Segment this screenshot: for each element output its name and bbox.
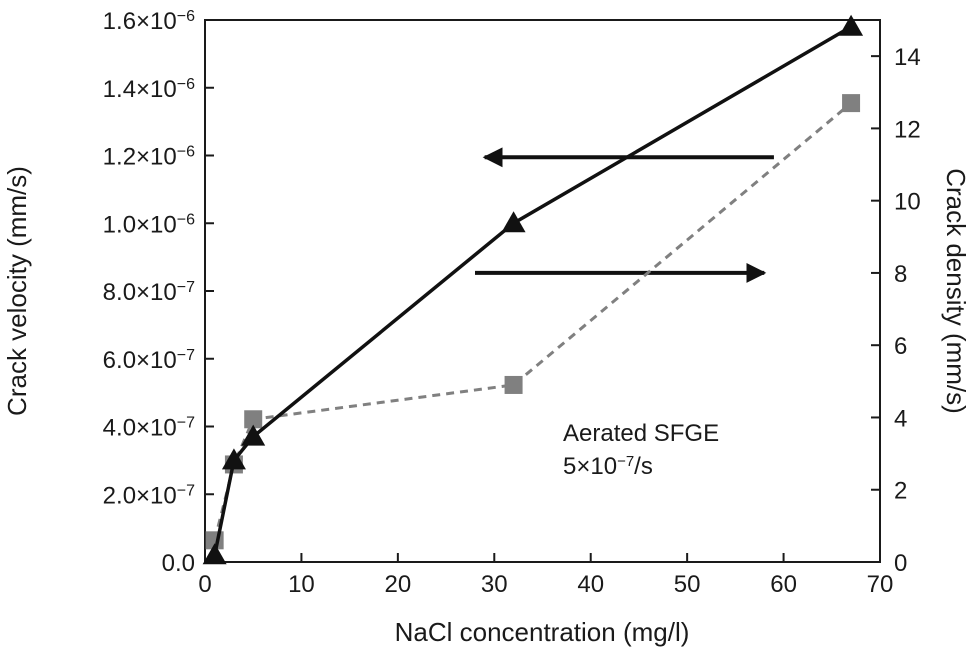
crack-density-point (244, 410, 263, 429)
left-tick-label: 1.4×10−6 (103, 75, 195, 103)
right-tick-label: 6 (894, 333, 907, 360)
right-tick-label: 14 (894, 44, 921, 71)
annotation-rate-exponent: −7 (617, 453, 634, 470)
crack-density-point (504, 375, 523, 394)
right-tick-label: 0 (894, 550, 907, 577)
annotation: Aerated SFGE 5×10−7/s (563, 420, 719, 480)
right-tick-label: 4 (894, 405, 907, 432)
left-tick-label: 4.0×10−7 (103, 414, 195, 442)
crack-density-point (842, 94, 861, 113)
axis-indicator-arrows (475, 147, 774, 283)
x-tick-label: 10 (288, 571, 315, 598)
x-tick-label: 40 (577, 571, 604, 598)
left-axis-ticks: 0.0 2.0×10−7 4.0×10−7 6.0×10−7 8.0×10−7 1.0×1… (103, 8, 214, 577)
right-tick-label: 2 (894, 478, 907, 505)
right-axis-title: Crack density (mm/s) (941, 168, 971, 414)
x-tick-label: 70 (867, 571, 894, 598)
crack-velocity-point (241, 424, 266, 446)
crack-velocity-point (839, 14, 864, 36)
left-tick-label: 1.6×10−6 (103, 8, 195, 36)
annotation-line-1: Aerated SFGE (563, 420, 719, 447)
annotation-rate-unit: /s (634, 453, 653, 480)
left-axis-title: Crack velocity (mm/s) (2, 166, 32, 416)
x-tick-label: 20 (385, 571, 412, 598)
x-tick-label: 50 (674, 571, 701, 598)
right-tick-label: 12 (894, 116, 921, 143)
right-axis-ticks: 0 2 4 6 8 10 12 14 (871, 44, 921, 577)
left-tick-label: 0.0 (162, 550, 195, 577)
annotation-line-2: 5×10−7/s (563, 453, 653, 481)
left-tick-label: 8.0×10−7 (103, 279, 195, 307)
crack-density-line (213, 101, 853, 541)
plot-area-frame (204, 19, 881, 563)
x-axis-ticks: 0 10 20 30 40 50 60 70 (198, 553, 893, 598)
series-layer (202, 14, 864, 565)
x-tick-label: 30 (481, 571, 508, 598)
x-tick-label: 60 (770, 571, 797, 598)
crack-velocity-point (501, 211, 526, 233)
left-tick-label: 1.0×10−6 (103, 211, 195, 239)
crack-velocity-point (202, 543, 227, 565)
x-axis-title: NaCl concentration (mg/l) (395, 617, 690, 647)
left-tick-label: 6.0×10−7 (103, 346, 195, 374)
x-tick-label: 0 (198, 571, 211, 598)
crack-velocity-point (221, 448, 246, 470)
right-tick-label: 8 (894, 261, 907, 288)
crack-velocity-line (212, 25, 852, 556)
annotation-rate: 5×10 (563, 453, 617, 480)
left-tick-label: 2.0×10−7 (103, 482, 195, 510)
left-tick-label: 1.2×10−6 (103, 143, 195, 171)
right-tick-label: 10 (894, 189, 921, 216)
